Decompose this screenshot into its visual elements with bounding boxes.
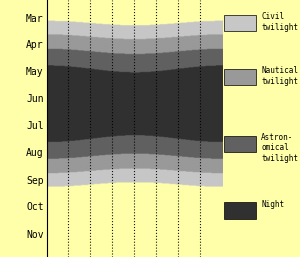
Bar: [224, 203, 256, 219]
Bar: [224, 15, 256, 31]
Text: Astron-
omical
twilight: Astron- omical twilight: [261, 133, 298, 163]
Bar: [224, 136, 256, 152]
Text: Night: Night: [261, 200, 284, 209]
Text: Civil
twilight: Civil twilight: [261, 12, 298, 32]
Text: Nautical
twilight: Nautical twilight: [261, 66, 298, 86]
Bar: [224, 69, 256, 85]
